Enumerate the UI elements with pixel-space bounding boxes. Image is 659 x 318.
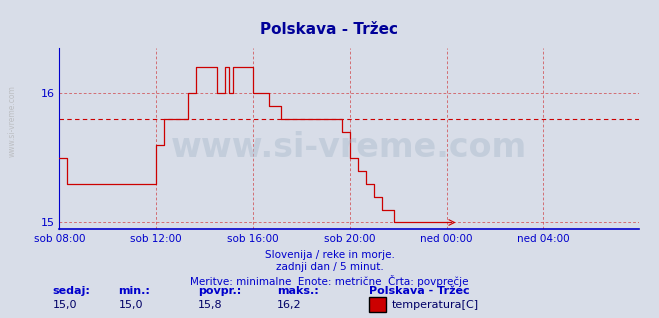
Text: 15,0: 15,0 — [119, 300, 143, 310]
Text: 15,8: 15,8 — [198, 300, 222, 310]
Text: Slovenija / reke in morje.: Slovenija / reke in morje. — [264, 250, 395, 259]
Text: Polskava - Tržec: Polskava - Tržec — [369, 286, 470, 296]
Text: Polskava - Tržec: Polskava - Tržec — [260, 22, 399, 37]
Text: 16,2: 16,2 — [277, 300, 301, 310]
Text: min.:: min.: — [119, 286, 150, 296]
Text: povpr.:: povpr.: — [198, 286, 241, 296]
Text: www.si-vreme.com: www.si-vreme.com — [8, 85, 17, 157]
Text: maks.:: maks.: — [277, 286, 318, 296]
Text: zadnji dan / 5 minut.: zadnji dan / 5 minut. — [275, 262, 384, 272]
Text: Meritve: minimalne  Enote: metrične  Črta: povprečje: Meritve: minimalne Enote: metrične Črta:… — [190, 275, 469, 287]
Text: temperatura[C]: temperatura[C] — [392, 300, 479, 310]
Text: sedaj:: sedaj: — [53, 286, 90, 296]
Text: www.si-vreme.com: www.si-vreme.com — [171, 131, 527, 164]
Text: 15,0: 15,0 — [53, 300, 77, 310]
